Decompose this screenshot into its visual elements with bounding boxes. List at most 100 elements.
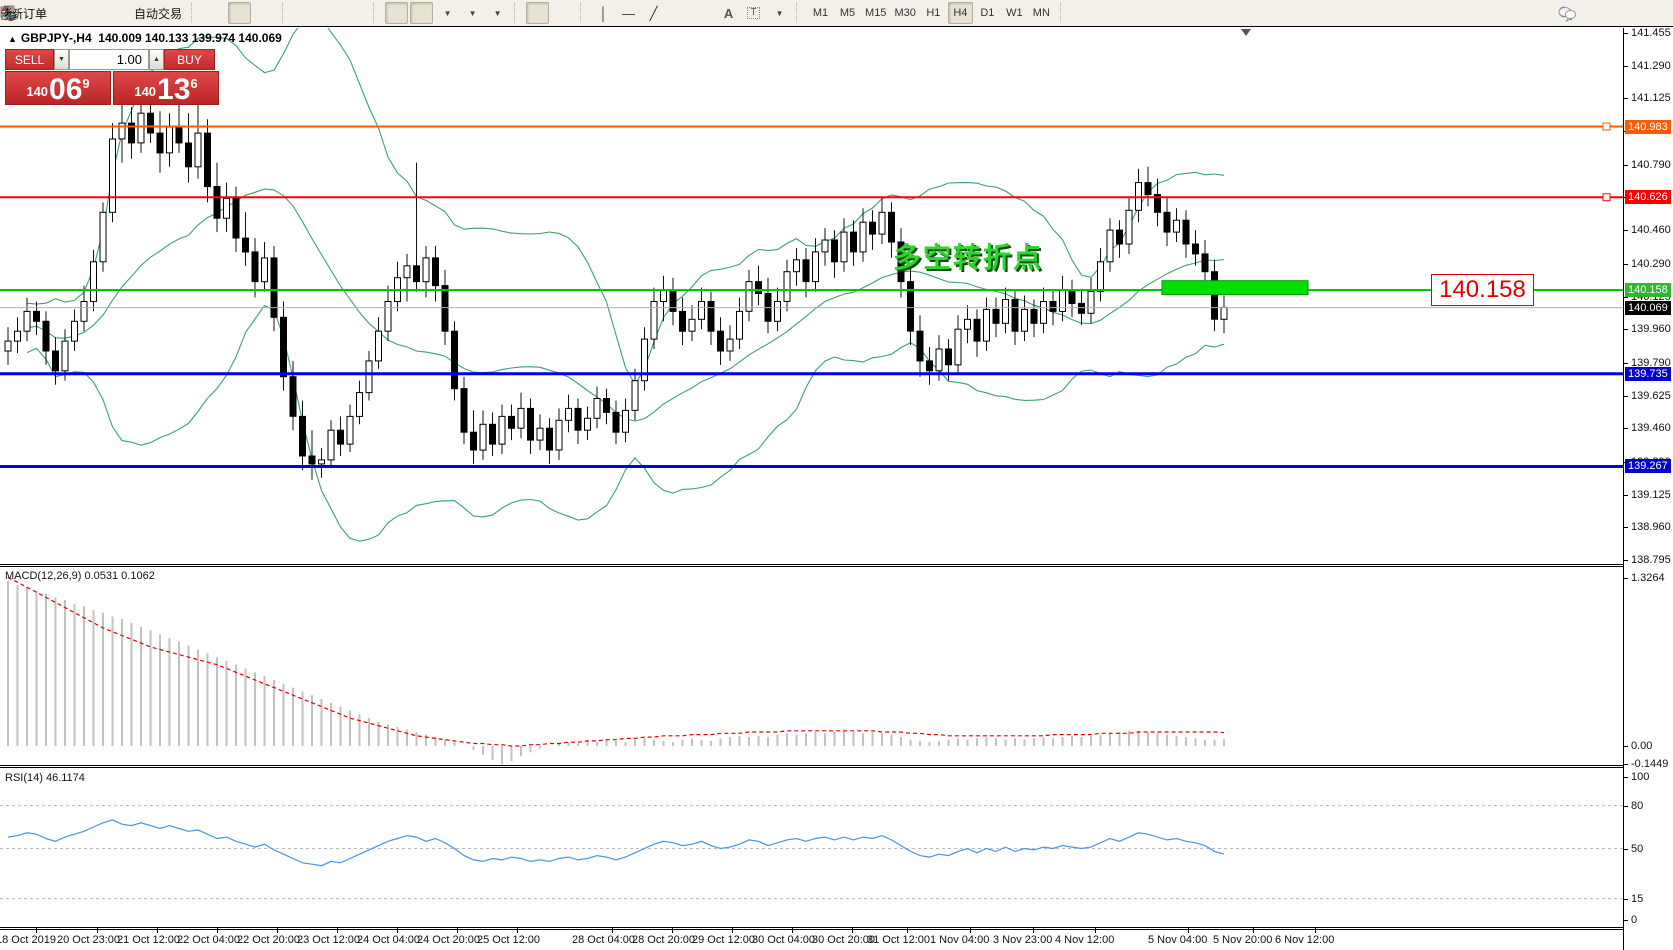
timeframe-button-M5[interactable]: M5 — [839, 7, 856, 19]
line-chart-button[interactable] — [1, 2, 276, 24]
price-tick-mark — [1624, 428, 1628, 430]
highlight-rectangle[interactable] — [1161, 280, 1309, 296]
price-tick-mark — [1624, 560, 1628, 561]
timeframe-button-M30[interactable]: M30 — [894, 7, 916, 19]
toolbar-separator — [373, 3, 380, 23]
buy-price-prefix: 140 — [134, 84, 157, 99]
timeframe-button-D1[interactable]: D1 — [980, 7, 995, 19]
rsi-tick-label: 15 — [1631, 892, 1644, 905]
arrows-button[interactable]: ▼ — [1, 2, 790, 24]
text-button[interactable]: A — [717, 2, 740, 24]
sell-price-box[interactable]: 140 06 9 — [5, 71, 111, 105]
timeframe-button-H4[interactable]: H4 — [947, 2, 973, 24]
macd-tick-label: -0.1449 — [1631, 758, 1669, 771]
market-watch-button[interactable] — [1, 2, 100, 24]
time-tick-mark — [337, 928, 338, 933]
candlesticks — [4, 93, 1228, 480]
periods-button[interactable]: ▼ — [1, 2, 483, 24]
macd-label: MACD(12,26,9) 0.0531 0.1062 — [5, 570, 155, 582]
svg-text:F: F — [12, 15, 16, 21]
volume-increase-button[interactable]: ▲ — [149, 49, 164, 70]
news-button[interactable] — [1, 2, 125, 24]
time-tick-mark — [277, 928, 278, 933]
symbol-name: GBPJPY-,H4 — [20, 31, 92, 45]
text-label-button[interactable]: T — [742, 2, 765, 24]
sell-price-sup: 9 — [82, 76, 90, 91]
eraser-button[interactable] — [1, 2, 75, 24]
panel-splitter[interactable] — [0, 927, 1673, 930]
time-label: 21 Oct 12:00 — [117, 934, 180, 946]
price-tick-mark — [1624, 33, 1628, 34]
horizontal-line-button[interactable]: — — [617, 2, 640, 24]
rsi-tick-label: 0 — [1631, 914, 1638, 926]
sell-price-prefix: 140 — [26, 84, 49, 99]
time-tick-mark — [852, 928, 853, 933]
text-icon: A — [723, 5, 734, 21]
price-tick-label: 139.460 — [1631, 422, 1671, 435]
timeframe-button-MN[interactable]: MN — [1032, 7, 1050, 19]
time-label: 22 Oct 04:00 — [177, 934, 240, 946]
sell-button[interactable]: SELL — [5, 49, 54, 70]
macd-panel-canvas[interactable] — [0, 567, 1623, 765]
buy-button[interactable]: BUY — [164, 49, 215, 70]
price-level-tag[interactable]: 140.158 — [1431, 274, 1534, 306]
chart-annotation-text[interactable]: 多空转折点 — [893, 242, 1044, 273]
zoom-out-button[interactable] — [2, 2, 342, 24]
rsi-panel-canvas[interactable] — [0, 769, 1623, 927]
auto-scroll-button[interactable] — [2, 2, 409, 24]
candlestick-chart-button[interactable] — [2, 2, 252, 24]
symbol-info-line: ▲ GBPJPY-,H4 140.009 140.133 139.974 140.… — [8, 31, 282, 45]
indicators-button[interactable]: ▼ — [0, 2, 458, 24]
volume-input[interactable] — [69, 49, 149, 70]
trendline-icon: ╱ — [649, 5, 658, 21]
timeframe-button-M1[interactable]: M1 — [812, 7, 829, 19]
fibonacci-button[interactable]: F — [2, 2, 715, 24]
rsi-line — [7, 819, 1225, 867]
panel-splitter[interactable] — [0, 564, 1673, 567]
cursor-icon — [5, 6, 14, 20]
time-tick-mark — [1188, 928, 1189, 933]
chat-button[interactable] — [1558, 2, 1606, 24]
toolbar: 新订单 自动交易 — [0, 0, 1673, 26]
timeframe-button-H1[interactable]: H1 — [926, 7, 941, 19]
time-label: 24 Oct 20:00 — [417, 934, 480, 946]
timeframe-button-W1[interactable]: W1 — [1006, 7, 1023, 19]
auto-trading-button[interactable]: 自动交易 — [1, 2, 185, 24]
fibonacci-icon: F — [2, 7, 16, 21]
panel-splitter[interactable] — [0, 765, 1673, 768]
symbol-ohlc: 140.009 140.133 139.974 140.069 — [98, 31, 282, 45]
cursor-button[interactable] — [5, 2, 550, 24]
toolbar-divider — [0, 26, 1673, 28]
templates-button[interactable]: ▼ — [1, 2, 508, 24]
volume-decrease-button[interactable]: ▼ — [54, 49, 69, 70]
collapse-panel-icon[interactable]: ▲ — [8, 34, 17, 44]
price-axis[interactable]: 141.455141.290141.125140.960140.790140.6… — [1623, 27, 1673, 950]
bar-chart-button[interactable] — [2, 2, 226, 24]
trendline-button[interactable]: ╱ — [642, 2, 665, 24]
rsi-label: RSI(14) 46.1174 — [5, 772, 85, 784]
price-tick-label: 140.790 — [1631, 158, 1671, 171]
zoom-in-button[interactable] — [2, 2, 317, 24]
time-tick-mark — [517, 928, 518, 933]
price-tick-mark — [1624, 164, 1628, 166]
time-tick-mark — [1033, 928, 1034, 933]
price-tick-mark — [1624, 527, 1628, 529]
price-level-axis-tag: 139.735 — [1625, 366, 1671, 381]
time-label: 5 Nov 20:00 — [1213, 934, 1273, 946]
time-label: 5 Nov 04:00 — [1148, 934, 1208, 946]
timeframe-button-M15[interactable]: M15 — [865, 7, 887, 19]
time-label: 22 Oct 20:00 — [237, 934, 300, 946]
price-tick-mark — [1624, 395, 1628, 397]
price-tick-mark — [1624, 263, 1628, 265]
vertical-line-button[interactable]: │ — [592, 2, 615, 24]
price-tick-mark — [1624, 98, 1628, 100]
chart-shift-button[interactable] — [2, 2, 434, 24]
channel-button[interactable]: E — [1, 2, 690, 24]
crosshair-button[interactable] — [1, 2, 574, 24]
price-tick-label: 140.460 — [1631, 224, 1671, 237]
chevron-down-icon: ▼ — [493, 8, 502, 18]
main-chart-canvas[interactable] — [0, 28, 1623, 564]
buy-price-box[interactable]: 140 13 6 — [113, 71, 219, 105]
time-axis[interactable]: 18 Oct 2019 20 Oct 23:00 21 Oct 12:00 22 Oc… — [0, 928, 1623, 950]
tile-windows-button[interactable] — [2, 2, 367, 24]
